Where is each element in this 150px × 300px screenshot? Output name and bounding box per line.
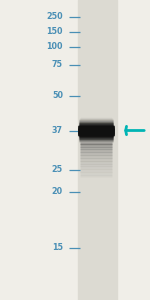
Text: 250: 250 [46, 12, 63, 21]
Text: 15: 15 [52, 243, 63, 252]
Text: 75: 75 [52, 60, 63, 69]
Text: 25: 25 [52, 165, 63, 174]
Text: 50: 50 [52, 92, 63, 100]
Bar [78, 0, 117, 300]
Text: 20: 20 [52, 188, 63, 196]
Text: 100: 100 [46, 42, 63, 51]
Text: 150: 150 [46, 27, 63, 36]
Text: 37: 37 [52, 126, 63, 135]
